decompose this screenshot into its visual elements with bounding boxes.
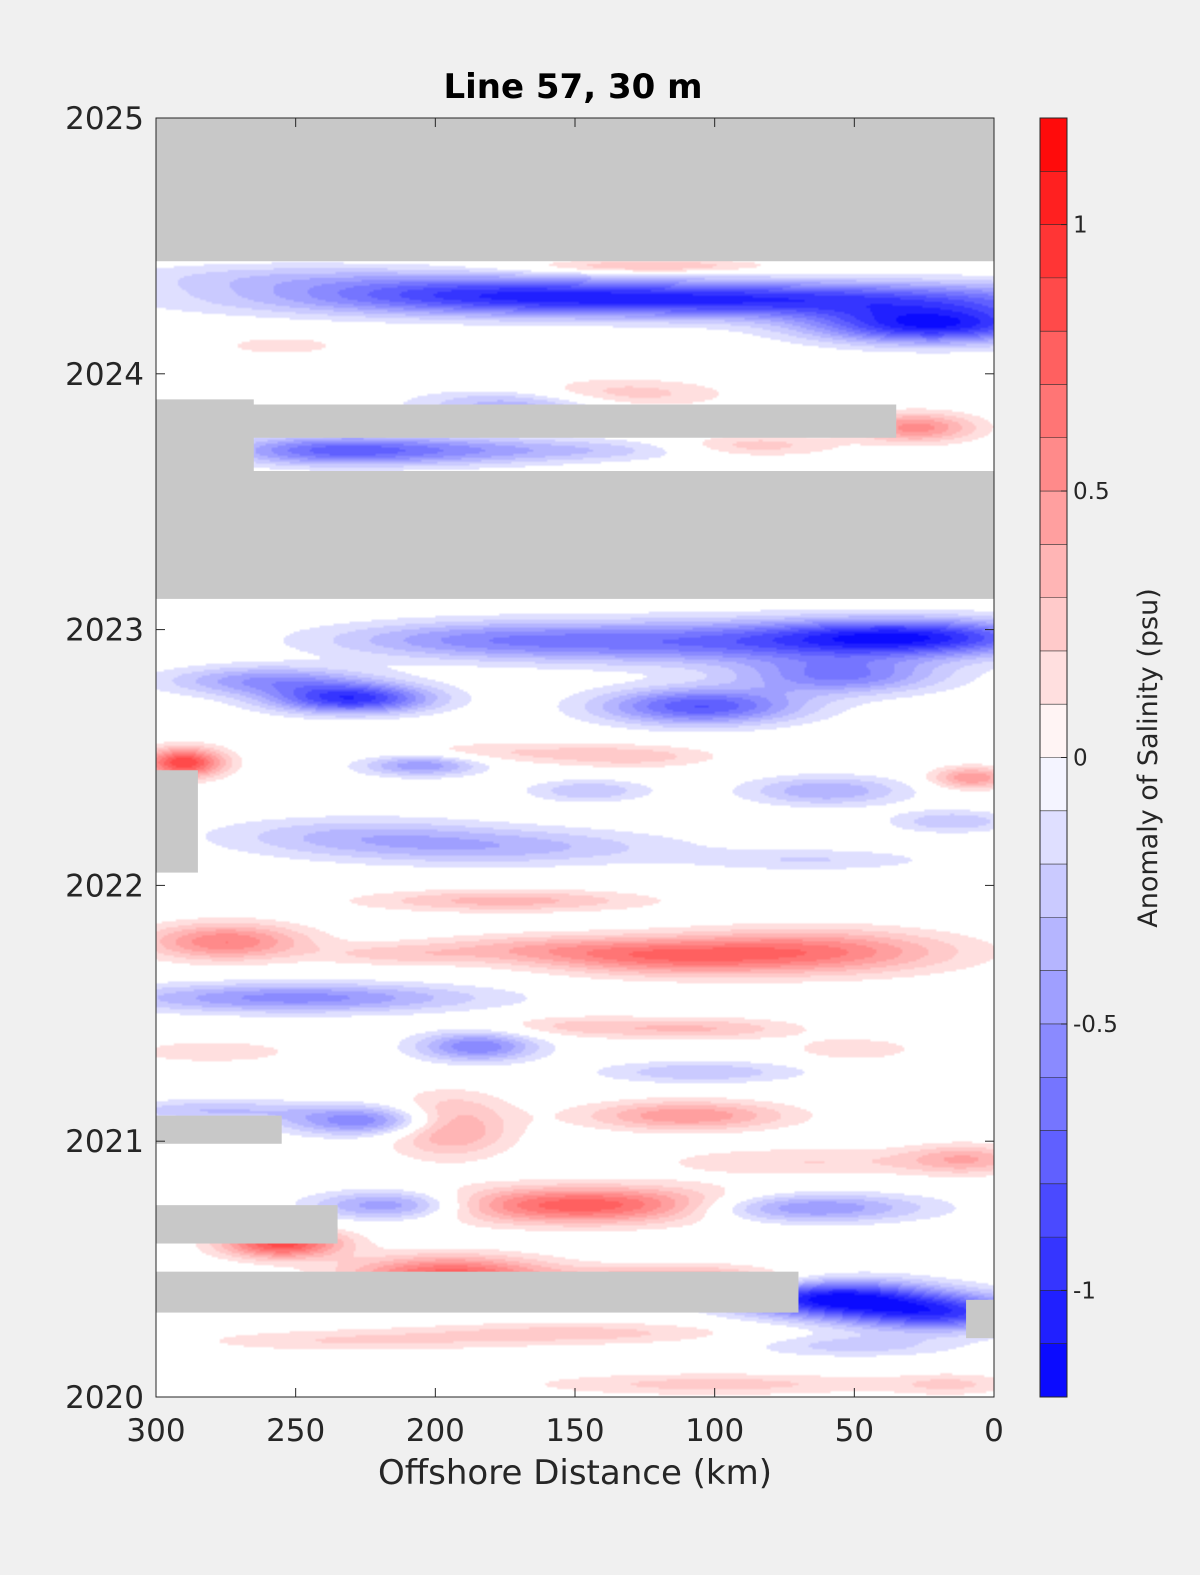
missing-data-band (156, 1205, 338, 1244)
colorbar-tick-label: 1 (1073, 213, 1088, 239)
colorbar-level (1040, 1290, 1067, 1344)
missing-data-band (156, 1115, 282, 1144)
colorbar-level (1040, 650, 1067, 705)
colorbar-level (1040, 224, 1067, 278)
colorbar-label: Anomaly of Salinity (psu) (1133, 588, 1164, 927)
y-tick-label: 2024 (65, 357, 144, 393)
colorbar-level (1040, 277, 1067, 332)
missing-data-band (156, 399, 254, 472)
colorbar-level (1040, 1237, 1067, 1291)
y-axis: 2020 2021 2022 2023 2024 2025 (65, 101, 994, 1416)
colorbar-tick-label: 0 (1073, 746, 1088, 772)
chart-title: Line 57, 30 m (443, 67, 702, 107)
colorbar-level (1040, 1130, 1067, 1184)
missing-data-band (156, 471, 994, 599)
missing-data-band (966, 1299, 994, 1339)
heatmap-image (156, 118, 994, 1397)
x-axis-label: Offshore Distance (km) (378, 1453, 772, 1493)
missing-data-layer (156, 118, 994, 1339)
missing-data-band (156, 118, 994, 262)
colorbar-level (1040, 1183, 1067, 1238)
colorbar-level (1040, 331, 1067, 385)
x-tick-label: 250 (266, 1413, 325, 1449)
y-tick-label: 2022 (65, 868, 144, 904)
colorbar-level (1040, 437, 1067, 492)
colorbar: -1 -0.5 0 0.5 1 Anomaly of Salinity (psu) (1039, 117, 1164, 1398)
colorbar-level (1040, 810, 1067, 865)
colorbar-level (1040, 970, 1067, 1024)
x-axis: 300 250 200 150 100 50 0 (126, 118, 1004, 1449)
x-tick-label: 200 (406, 1413, 465, 1449)
plot-area (155, 117, 995, 1398)
colorbar-level (1040, 171, 1067, 225)
x-tick-label: 0 (984, 1413, 1004, 1449)
colorbar-level (1040, 118, 1067, 172)
colorbar-level (1040, 491, 1067, 545)
colorbar-level (1040, 544, 1067, 598)
y-tick-label: 2021 (65, 1124, 144, 1160)
x-tick-label: 150 (545, 1413, 604, 1449)
colorbar-level (1040, 864, 1067, 918)
x-tick-label: 100 (685, 1413, 744, 1449)
missing-data-band (156, 1271, 799, 1313)
colorbar-ticks: -1 -0.5 0 0.5 1 (1061, 213, 1118, 1304)
colorbar-tick-label: -1 (1073, 1278, 1096, 1304)
colorbar-level (1040, 917, 1067, 971)
colorbar-tick-label: 0.5 (1073, 479, 1110, 505)
colorbar-level (1040, 597, 1067, 651)
x-tick-label: 300 (126, 1413, 185, 1449)
colorbar-tick-label: -0.5 (1073, 1012, 1118, 1038)
x-tick-label: 50 (835, 1413, 874, 1449)
colorbar-levels (1040, 118, 1067, 1397)
missing-data-band (156, 404, 897, 438)
y-tick-label: 2023 (65, 613, 144, 649)
colorbar-level (1040, 704, 1067, 758)
colorbar-level (1040, 1077, 1067, 1131)
y-tick-label: 2025 (65, 101, 144, 137)
colorbar-level (1040, 1343, 1067, 1397)
colorbar-level (1040, 384, 1067, 438)
colorbar-level (1040, 757, 1067, 811)
y-tick-label: 2020 (65, 1380, 144, 1416)
missing-data-band (156, 770, 198, 873)
colorbar-level (1040, 1023, 1067, 1078)
